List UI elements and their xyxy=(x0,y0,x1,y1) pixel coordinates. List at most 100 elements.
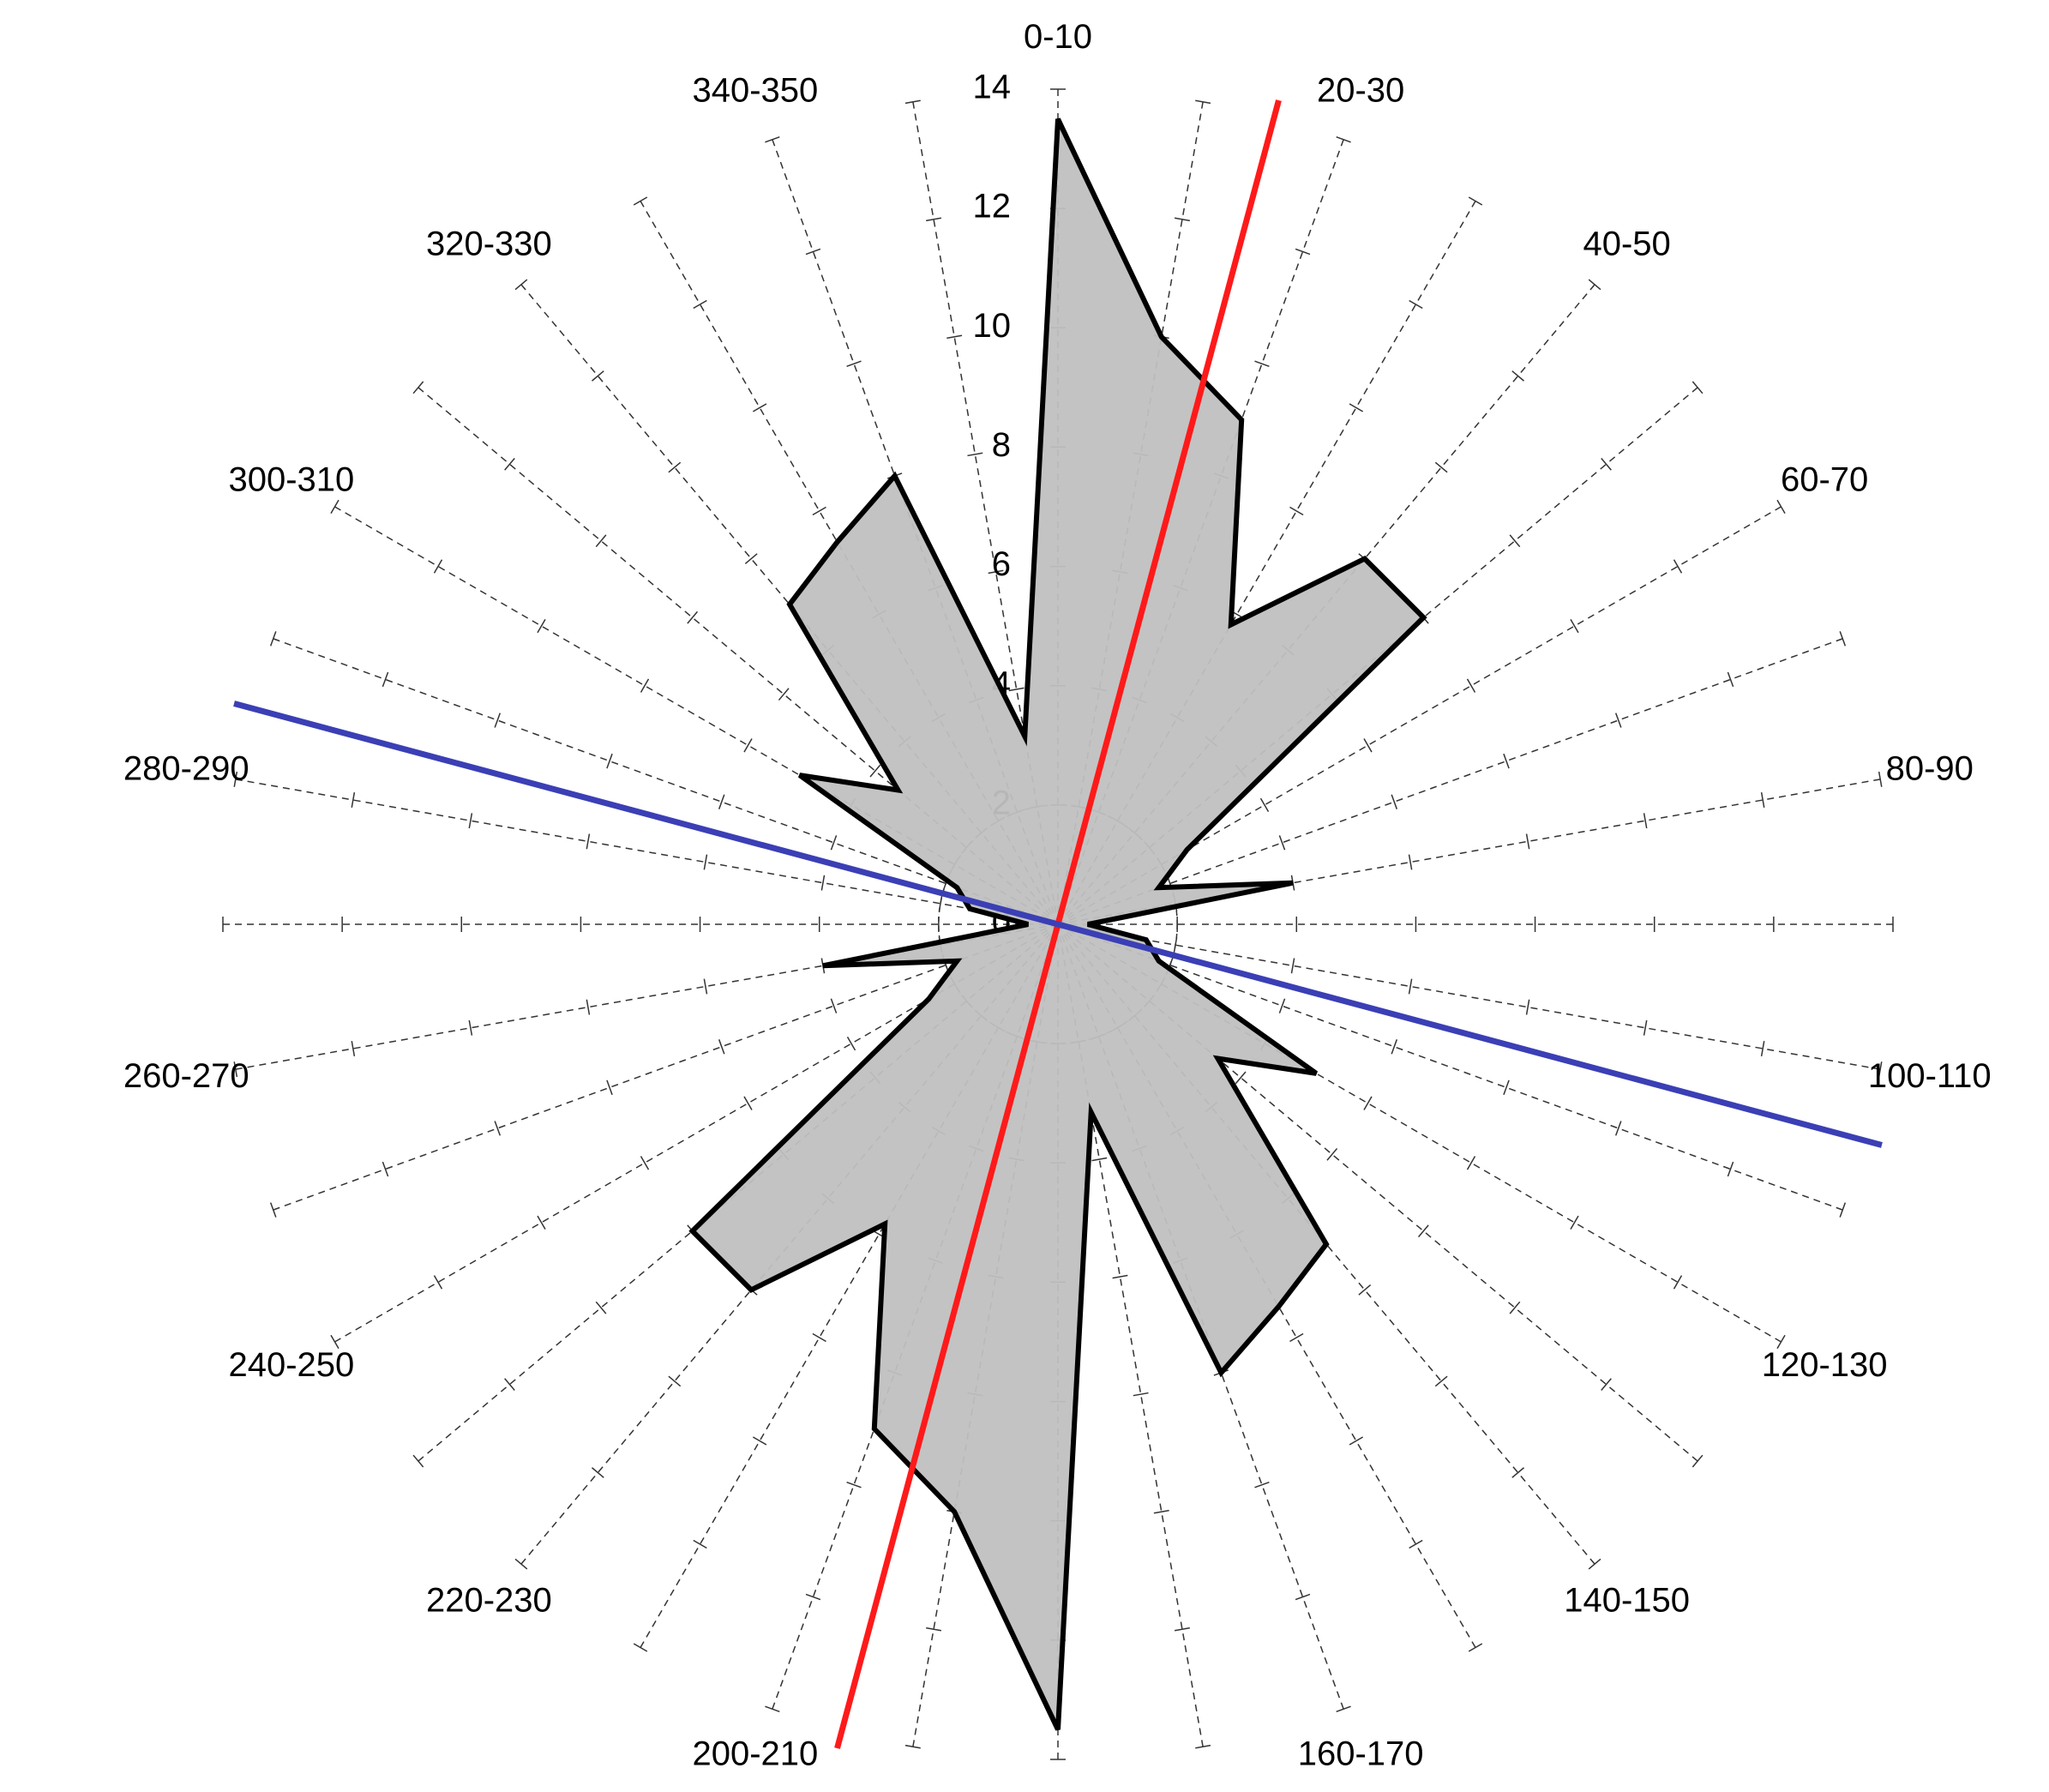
tick-mark xyxy=(606,1079,613,1096)
tick-mark xyxy=(743,1096,753,1110)
tick-mark xyxy=(805,1593,821,1601)
tick-mark xyxy=(743,738,753,753)
tick-mark xyxy=(640,678,650,693)
tick-mark xyxy=(1091,1157,1108,1162)
tick-mark xyxy=(1254,360,1270,368)
tick-mark xyxy=(494,1121,502,1136)
tick-mark xyxy=(1601,1378,1612,1392)
tick-mark xyxy=(640,1156,650,1170)
tick-mark xyxy=(1509,534,1521,548)
category-label: 240-250 xyxy=(228,1346,354,1384)
tick-mark xyxy=(586,999,591,1015)
tick-mark xyxy=(351,1040,356,1056)
tick-mark xyxy=(703,978,708,995)
tick-mark xyxy=(1349,1436,1364,1446)
tick-mark xyxy=(1691,381,1703,394)
tick-mark xyxy=(537,1215,546,1230)
tick-mark xyxy=(1511,1467,1525,1478)
tick-mark xyxy=(1153,1509,1169,1514)
tick-mark xyxy=(904,99,921,105)
tick-mark xyxy=(1511,370,1525,382)
tick-mark xyxy=(1326,1147,1338,1161)
tick-mark xyxy=(1839,1202,1847,1218)
tick-mark xyxy=(1727,671,1734,688)
tick-mark xyxy=(1363,1096,1373,1110)
tick-mark xyxy=(1601,457,1612,471)
tick-mark xyxy=(514,1558,528,1570)
category-label: 280-290 xyxy=(123,749,249,787)
tick-mark xyxy=(1468,1643,1483,1652)
tick-mark xyxy=(1195,99,1211,105)
tick-mark xyxy=(1588,1558,1601,1570)
tick-mark xyxy=(938,895,943,911)
tick-mark xyxy=(846,1481,862,1488)
tick-mark xyxy=(778,688,790,701)
tick-mark xyxy=(1336,135,1351,143)
tick-mark xyxy=(1466,1156,1476,1170)
category-label: 300-310 xyxy=(228,460,354,498)
tick-mark xyxy=(1409,1539,1423,1549)
tick-mark xyxy=(1760,792,1765,809)
tick-mark xyxy=(351,792,356,809)
tick-mark xyxy=(904,1744,921,1749)
tick-mark xyxy=(633,196,648,206)
tick-mark xyxy=(1391,794,1398,809)
tick-mark xyxy=(765,135,780,143)
tick-mark xyxy=(869,764,881,778)
tick-mark xyxy=(1503,1079,1510,1096)
tick-mark xyxy=(1259,797,1270,813)
tick-mark xyxy=(412,381,424,394)
category-label: 40-50 xyxy=(1583,226,1670,263)
category-label: 160-170 xyxy=(1298,1735,1424,1773)
tick-mark xyxy=(693,299,707,310)
tick-mark xyxy=(1408,978,1413,995)
tick-mark xyxy=(1173,937,1178,953)
tick-mark xyxy=(233,771,238,787)
tick-mark xyxy=(514,279,528,291)
tick-mark xyxy=(1289,1332,1304,1343)
category-label: 60-70 xyxy=(1781,460,1868,498)
tick-mark xyxy=(1195,1744,1211,1749)
tick-mark xyxy=(1839,631,1847,646)
tick-mark xyxy=(1336,1705,1351,1713)
tick-mark xyxy=(846,360,862,368)
direction-line xyxy=(233,701,1883,1148)
tick-mark xyxy=(693,1539,707,1549)
tick-mark xyxy=(926,217,942,222)
category-label: 80-90 xyxy=(1886,749,1974,787)
tick-mark xyxy=(1112,1274,1128,1279)
tick-mark xyxy=(805,248,821,256)
tick-mark xyxy=(269,631,277,646)
category-label: 100-110 xyxy=(1868,1057,1992,1095)
tick-mark xyxy=(820,875,826,891)
tick-mark xyxy=(1760,1040,1765,1056)
tick-mark xyxy=(586,833,591,850)
tick-mark xyxy=(1235,1071,1247,1085)
tick-mark xyxy=(1174,1627,1190,1632)
tick-mark xyxy=(1570,618,1579,634)
tick-mark xyxy=(812,506,826,516)
category-label: 0-10 xyxy=(1024,18,1092,56)
tick-mark xyxy=(595,534,607,548)
tick-mark xyxy=(668,1375,682,1387)
r-tick-label: 10 xyxy=(973,307,1012,345)
tick-mark xyxy=(830,835,838,851)
r-tick-label: 14 xyxy=(973,69,1012,106)
tick-mark xyxy=(946,334,963,340)
tick-mark xyxy=(1408,854,1413,870)
tick-mark xyxy=(1391,1039,1398,1055)
tick-mark xyxy=(668,461,682,473)
tick-mark xyxy=(1295,1593,1311,1601)
category-label: 340-350 xyxy=(692,71,818,109)
tick-mark xyxy=(967,452,983,457)
tick-mark xyxy=(1643,1019,1648,1036)
tick-mark xyxy=(718,794,725,809)
tick-mark xyxy=(633,1643,648,1652)
tick-mark xyxy=(1673,559,1683,574)
tick-mark xyxy=(988,569,1004,574)
category-label: 20-30 xyxy=(1317,71,1404,109)
tick-mark xyxy=(765,1705,780,1713)
category-label: 220-230 xyxy=(426,1581,552,1619)
tick-mark xyxy=(1363,738,1373,753)
